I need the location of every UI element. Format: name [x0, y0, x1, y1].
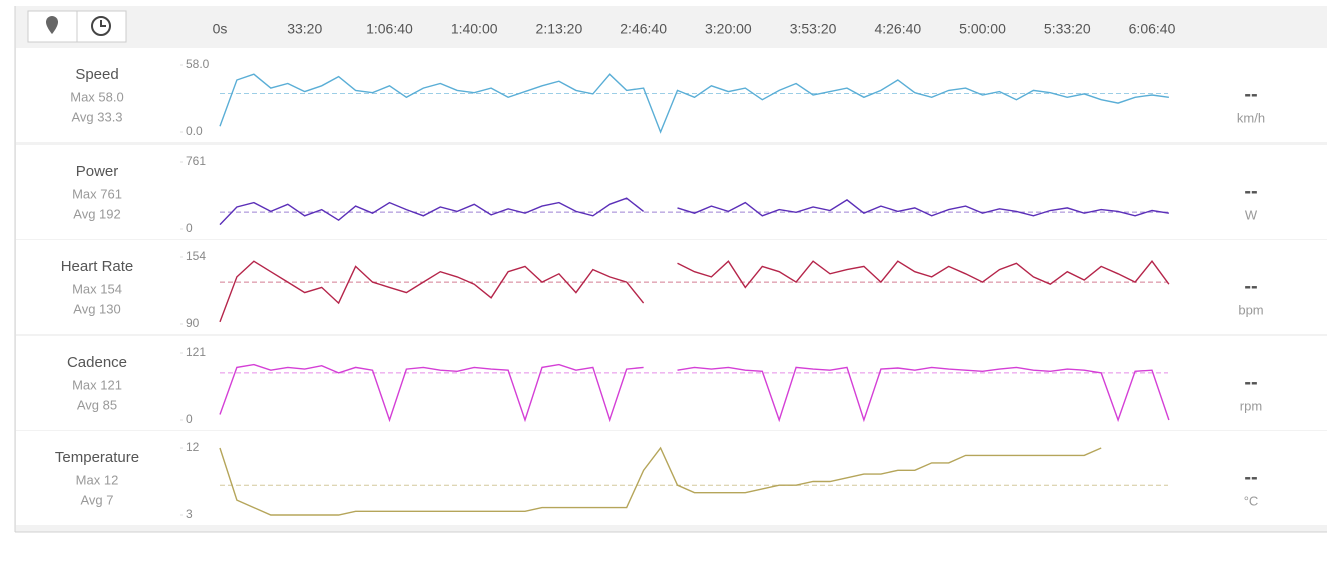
y-tick-label: 58.0: [186, 57, 210, 71]
panel-name: Cadence: [67, 354, 127, 371]
y-tick-label: 121: [186, 345, 206, 359]
panel-avg: Avg 192: [73, 206, 120, 221]
plot-area: [180, 240, 1170, 334]
x-tick-label: 3:20:00: [705, 21, 752, 37]
y-tick-label: 0.0: [186, 124, 203, 138]
value-cell: [1170, 431, 1327, 525]
x-tick-label: 2:46:40: [620, 21, 667, 37]
series-line: [219, 363, 1170, 423]
y-tick-label: 90: [186, 316, 200, 330]
x-tick-label: 2:13:20: [536, 21, 583, 37]
value-cell: [1170, 336, 1327, 430]
label-cell: [16, 48, 180, 142]
panel-max: Max 154: [72, 281, 122, 296]
x-tick-label: 33:20: [287, 21, 322, 37]
value-cell: [1170, 48, 1327, 142]
current-value: --: [1244, 275, 1257, 297]
panel-max: Max 12: [76, 472, 119, 487]
plot-area: [180, 145, 1170, 239]
x-tick-label: 5:33:20: [1044, 21, 1091, 37]
time-button[interactable]: [76, 10, 127, 43]
panel-avg: Avg 85: [77, 397, 117, 412]
label-cell: [16, 336, 180, 430]
y-tick-label: 0: [186, 221, 193, 235]
panel-avg: Avg 33.3: [71, 109, 122, 124]
x-tick-label: 3:53:20: [790, 21, 837, 37]
x-tick-label: 6:06:40: [1129, 21, 1176, 37]
label-cell: [16, 431, 180, 525]
pin-icon: [46, 16, 58, 34]
unit: km/h: [1237, 110, 1265, 125]
series-line: [219, 260, 1170, 323]
plot-area: [180, 431, 1170, 525]
panel-avg: Avg 130: [73, 301, 120, 316]
current-value: --: [1244, 371, 1257, 393]
y-tick-label: 0: [186, 412, 193, 426]
unit: bpm: [1238, 302, 1263, 317]
panel-max: Max 121: [72, 377, 122, 392]
panel-name: Power: [76, 163, 119, 180]
unit: °C: [1244, 493, 1259, 508]
value-cell: [1170, 240, 1327, 334]
clock-icon: [91, 16, 111, 36]
panel-avg: Avg 7: [80, 492, 113, 507]
y-tick-label: 3: [186, 507, 193, 521]
series-line: [219, 73, 1169, 134]
label-cell: [16, 240, 180, 334]
series-line: [219, 446, 1102, 516]
panel-max: Max 761: [72, 186, 122, 201]
x-tick-label: 1:40:00: [451, 21, 498, 37]
panel-max: Max 58.0: [70, 89, 123, 104]
x-tick-label: 5:00:00: [959, 21, 1006, 37]
unit: rpm: [1240, 398, 1262, 413]
panel-name: Heart Rate: [61, 258, 134, 275]
map-button[interactable]: [27, 10, 78, 43]
current-value: --: [1244, 466, 1257, 488]
panel-name: Speed: [75, 66, 118, 83]
y-tick-label: 154: [186, 249, 206, 263]
series-line: [219, 197, 1170, 226]
x-tick-label: 0s: [213, 21, 228, 37]
x-tick-label: 4:26:40: [874, 21, 921, 37]
plot-area: [180, 336, 1170, 430]
current-value: --: [1244, 83, 1257, 105]
unit: W: [1245, 207, 1258, 222]
value-cell: [1170, 145, 1327, 239]
y-tick-label: 12: [186, 440, 200, 454]
y-tick-label: 761: [186, 154, 206, 168]
panel-name: Temperature: [55, 449, 139, 466]
clock-hands: [100, 20, 106, 27]
current-value: --: [1244, 180, 1257, 202]
label-cell: [16, 145, 180, 239]
x-tick-label: 1:06:40: [366, 21, 413, 37]
